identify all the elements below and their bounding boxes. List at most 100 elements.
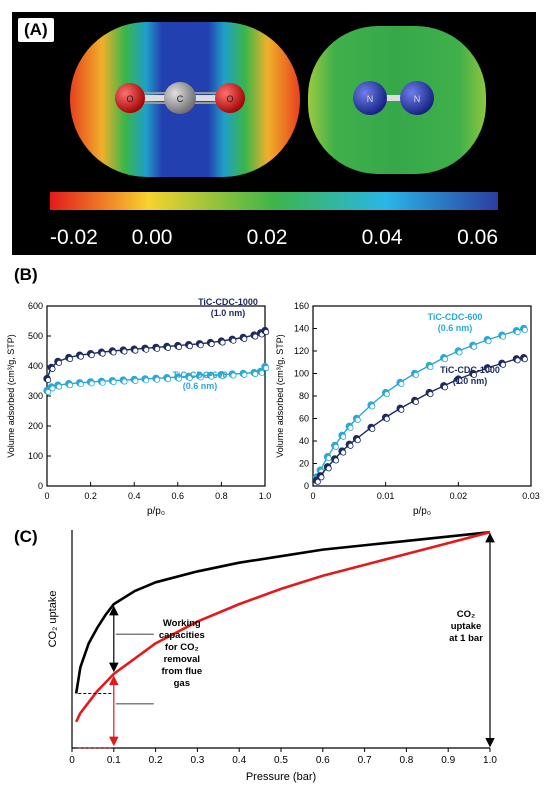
chart-b-right: 0 0.01 0.02 0.03 0 20 40 60 80 100 120 140 160 p/p₀ Vo… <box>275 301 540 517</box>
x-tick-label: 0.2 <box>149 755 163 766</box>
working-capacity-text: for CO₂ <box>165 642 199 653</box>
data-point-desorption <box>485 366 492 373</box>
data-point-desorption <box>56 383 63 390</box>
x-tick-label: 0.6 <box>316 755 330 766</box>
data-point-desorption <box>99 379 106 386</box>
data-point-desorption <box>347 424 354 431</box>
data-point-desorption <box>121 378 128 385</box>
data-point-desorption <box>67 356 74 363</box>
data-point-desorption <box>197 374 204 381</box>
chart-c: 0 0.1 0.2 0.3 0.4 0.5 0.6 0.7 0.8 0.9 1.0 Pressure … <box>47 530 497 783</box>
data-point-desorption <box>369 403 376 410</box>
data-point-desorption <box>332 457 339 464</box>
x-tick-label: 1.0 <box>483 755 497 766</box>
uptake-text: at 1 bar <box>449 633 483 644</box>
colorbar-tick: -0.02 <box>50 226 98 249</box>
data-point-desorption <box>143 346 150 353</box>
y-tick-label: 100 <box>28 451 43 461</box>
x-tick-label: 0 <box>310 491 315 501</box>
uptake-text: CO₂ <box>457 609 475 620</box>
data-point-desorption <box>427 364 434 371</box>
data-point-desorption <box>208 341 215 348</box>
data-point-desorption <box>154 345 161 352</box>
y-tick-label: 120 <box>294 346 309 356</box>
y-axis-label: Volume adsorbed (cm³/g, STP) <box>275 334 285 458</box>
series-line <box>316 357 524 481</box>
panel-c-chart: (C) 0 0.1 0.2 0.3 0.4 0.5 0.6 0.7 0.8 0.9 1.0 Press… <box>14 527 497 783</box>
y-axis-label: CO₂ uptake <box>47 591 59 648</box>
colorbar <box>50 192 498 210</box>
y-tick-label: 100 <box>294 369 309 379</box>
data-point-desorption <box>252 371 259 378</box>
electrostatic-potential-map: O C O N N -0.02 0.00 0.02 0.04 0.06 <box>50 22 498 249</box>
y-axis-label: Volume adsorbed (cm³/g, STP) <box>6 334 16 458</box>
series-annotation: (1.0 nm) <box>211 308 246 318</box>
panel-a-label: (A) <box>18 18 54 42</box>
data-point-desorption <box>186 343 193 350</box>
data-point-desorption <box>325 465 332 472</box>
y-tick-label: 500 <box>28 331 43 341</box>
panel-b-charts: (B) 0 0.2 0.4 0.6 0.8 1.00100200300400500600p… <box>6 265 540 517</box>
colorbar-tick: 0.00 <box>132 226 173 249</box>
n2-atom-label-2: N <box>414 94 421 104</box>
data-point-desorption <box>132 378 139 385</box>
x-tick-label: 0 <box>69 755 75 766</box>
data-point-desorption <box>230 337 237 344</box>
data-point-desorption <box>471 372 478 379</box>
data-point-desorption <box>354 416 361 423</box>
data-point-desorption <box>471 343 478 350</box>
data-point-desorption <box>165 345 172 352</box>
co2-atom-c <box>164 82 196 114</box>
x-tick-label: 0.6 <box>172 491 185 501</box>
series-line <box>74 530 491 694</box>
panel-c: (C) 0 0.1 0.2 0.3 0.4 0.5 0.6 0.7 0.8 0.9 1.0 Press… <box>0 518 547 786</box>
data-point-desorption <box>441 356 448 363</box>
data-point-desorption <box>340 433 347 440</box>
data-point-desorption <box>110 349 117 356</box>
data-point-desorption <box>398 406 405 413</box>
co2-atom-o1 <box>115 83 145 113</box>
x-axis-label: p/p₀ <box>413 506 431 517</box>
n2-atom-label-1: N <box>367 94 374 104</box>
data-point-desorption <box>121 348 128 355</box>
data-point-desorption <box>49 366 56 373</box>
co2-atom-label-c: C <box>177 94 184 104</box>
x-tick-label: 0.4 <box>128 491 141 501</box>
data-point-desorption <box>208 373 215 380</box>
data-point-desorption <box>521 356 528 363</box>
data-point-desorption <box>485 338 492 345</box>
data-point-desorption <box>88 380 95 387</box>
data-point-desorption <box>521 327 528 334</box>
series-annotation: TiC-CDC-600 <box>428 312 483 322</box>
y-tick-label: 40 <box>299 436 309 446</box>
x-tick-label: 0.7 <box>358 755 372 766</box>
data-point-desorption <box>175 375 182 382</box>
y-tick-label: 160 <box>294 301 309 311</box>
data-point-desorption <box>230 372 237 379</box>
data-point-desorption <box>263 365 270 372</box>
working-capacity-text: from flue <box>161 666 202 677</box>
data-point-desorption <box>77 381 84 388</box>
y-tick-label: 80 <box>299 391 309 401</box>
series-line <box>75 530 491 723</box>
data-point-desorption <box>412 372 419 379</box>
x-axis-label: Pressure (bar) <box>246 771 316 783</box>
uptake-text: uptake <box>451 621 482 632</box>
y-tick-label: 0 <box>38 481 43 491</box>
series-annotation: (1.0 nm) <box>453 376 488 386</box>
x-tick-label: 0.1 <box>107 755 121 766</box>
x-tick-label: 0.01 <box>377 491 395 501</box>
data-point-desorption <box>165 376 172 383</box>
y-tick-label: 600 <box>28 301 43 311</box>
data-point-desorption <box>186 375 193 382</box>
x-tick-label: 0.3 <box>190 755 204 766</box>
data-point-desorption <box>514 357 521 364</box>
colorbar-tick: 0.02 <box>247 226 288 249</box>
data-point-desorption <box>77 353 84 360</box>
panel-c-label: (C) <box>14 527 38 546</box>
x-tick-label: 0.8 <box>215 491 228 501</box>
y-tick-label: 200 <box>28 421 43 431</box>
y-tick-label: 20 <box>299 459 309 469</box>
data-point-desorption <box>398 381 405 388</box>
data-point-desorption <box>143 377 150 384</box>
